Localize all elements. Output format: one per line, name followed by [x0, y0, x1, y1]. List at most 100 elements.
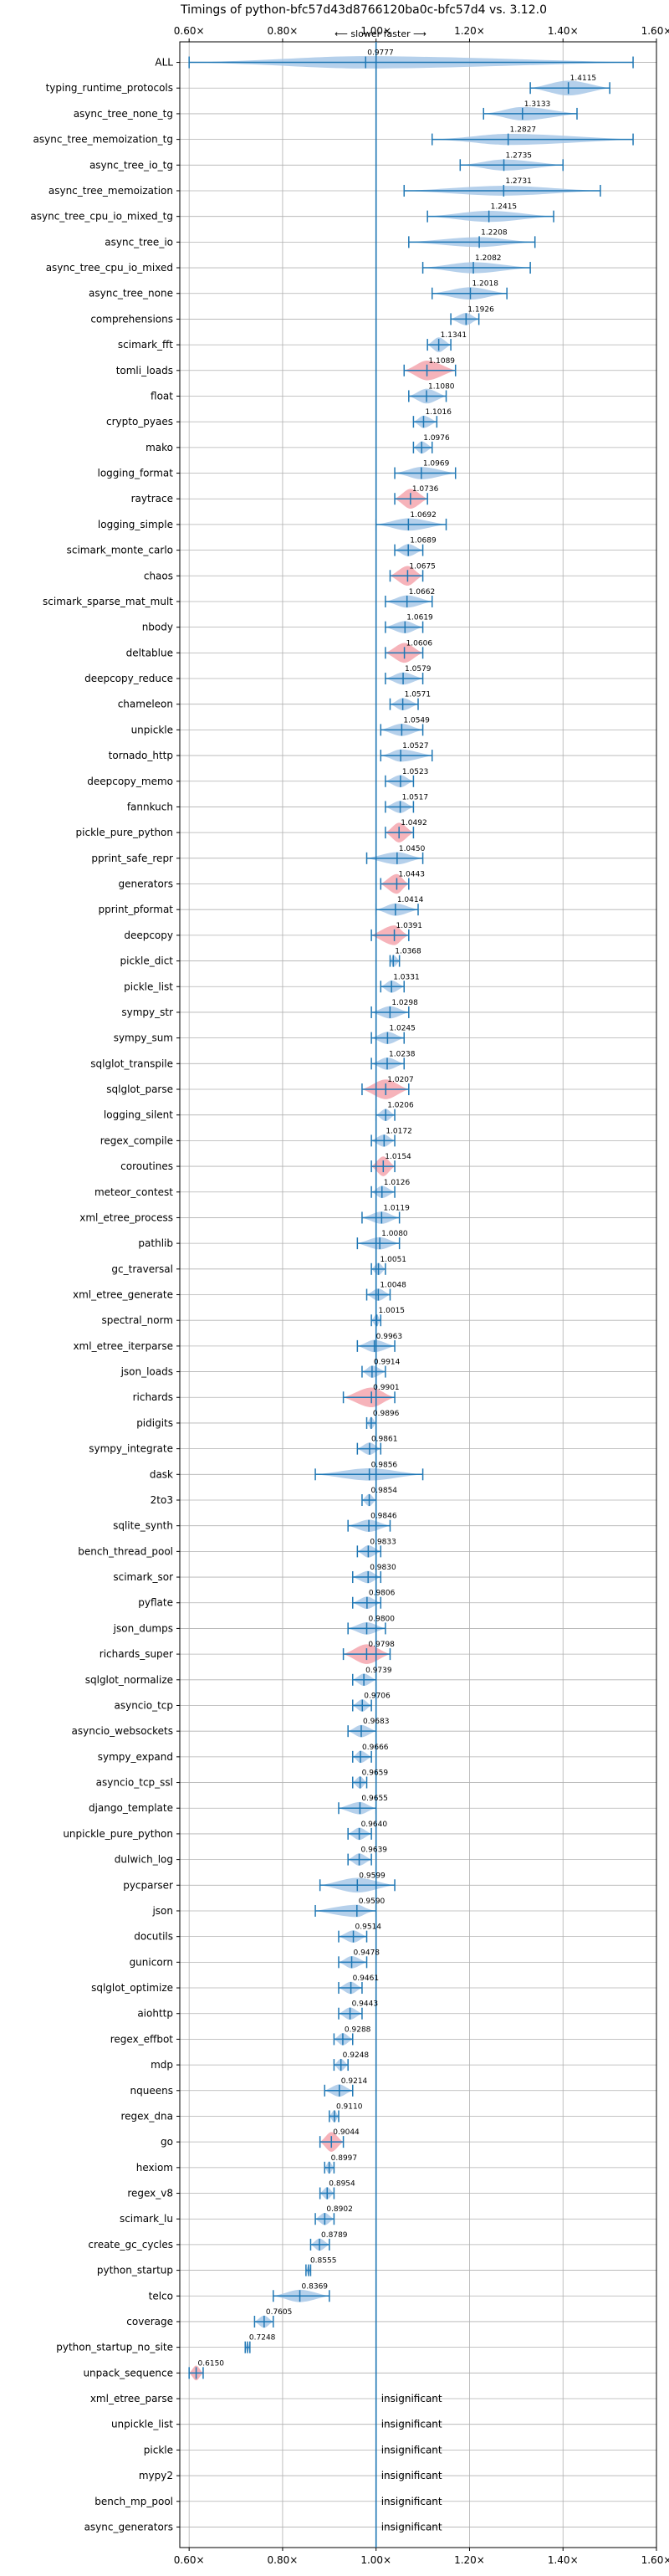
value-label: 0.7248	[249, 2334, 276, 2343]
benchmark-label: asyncio_websockets	[72, 1725, 173, 1737]
benchmark-label: regex_compile	[100, 1134, 173, 1146]
benchmark-label: scimark_sor	[113, 1571, 173, 1583]
value-label: 1.0048	[380, 1282, 406, 1290]
benchmark-label: asyncio_tcp	[114, 1699, 173, 1711]
benchmark-label: asyncio_tcp_ssl	[96, 1777, 173, 1789]
benchmark-label: async_tree_io_tg	[89, 159, 173, 171]
x-tick-label-top: 1.60×	[641, 25, 669, 37]
benchmark-label: pickle_list	[124, 981, 173, 992]
value-label: 0.9639	[361, 1846, 388, 1855]
value-label: 1.0443	[398, 871, 425, 879]
value-label: 0.9846	[370, 1513, 397, 1521]
benchmark-label: telco	[149, 2290, 173, 2302]
value-label: 1.0051	[380, 1256, 407, 1264]
benchmark-label: async_tree_memoization	[49, 185, 173, 197]
marks-layer	[188, 42, 634, 2548]
value-label: 1.0692	[410, 511, 437, 520]
value-label: 1.2208	[481, 228, 508, 237]
benchmark-label: coverage	[126, 2316, 173, 2328]
benchmark-label: tomli_loads	[116, 365, 173, 376]
value-label: 0.8555	[310, 2257, 337, 2266]
benchmark-label: async_tree_cpu_io_mixed	[46, 262, 173, 274]
value-label: 1.2827	[510, 126, 537, 135]
value-label: 0.9655	[361, 1795, 388, 1803]
benchmark-label: json	[151, 1905, 173, 1917]
benchmark-label: xml_etree_iterparse	[73, 1340, 173, 1352]
benchmark-label: async_tree_none_tg	[74, 108, 173, 120]
benchmark-label: mdp	[151, 2059, 173, 2071]
x-tick-label-bottom: 0.60×	[174, 2554, 205, 2566]
value-label: 1.0331	[393, 973, 420, 981]
value-label: 0.9833	[370, 1538, 396, 1546]
benchmark-label: richards	[133, 1391, 173, 1403]
x-tick-label-top: 1.20×	[454, 25, 485, 37]
value-label: 0.9640	[361, 1821, 388, 1829]
benchmark-label: deltablue	[126, 647, 173, 658]
benchmark-label: pickle	[144, 2444, 173, 2456]
value-label: 0.9288	[345, 2025, 371, 2034]
value-label: 0.9798	[368, 1641, 395, 1649]
value-label: 0.9110	[336, 2102, 363, 2111]
benchmark-label: crypto_pyaes	[106, 416, 173, 428]
value-label: 1.2735	[506, 151, 533, 160]
benchmark-label: fannkuch	[127, 801, 173, 812]
insignificant-label: insignificant	[381, 2444, 442, 2456]
value-label: 0.8997	[331, 2154, 358, 2163]
benchmark-label: mypy2	[139, 2470, 173, 2481]
value-label: 1.2731	[505, 177, 532, 186]
value-label: 1.4115	[570, 74, 597, 83]
value-label: 1.0207	[387, 1076, 414, 1084]
benchmark-label: gc_traversal	[111, 1263, 173, 1275]
benchmark-label: sympy_expand	[98, 1751, 173, 1763]
value-label: 1.0368	[395, 948, 421, 956]
benchmark-label: unpack_sequence	[83, 2367, 173, 2379]
value-label: 1.1926	[467, 305, 494, 314]
value-label: 1.1341	[441, 331, 467, 340]
value-label: 1.0172	[386, 1127, 412, 1135]
value-label: 0.8954	[329, 2180, 355, 2189]
value-label: 1.0080	[381, 1230, 408, 1238]
value-label: 0.8902	[326, 2205, 353, 2214]
benchmark-label: unpickle_list	[111, 2419, 173, 2430]
benchmark-label: tornado_http	[109, 750, 173, 761]
value-label: 0.9443	[352, 2000, 379, 2009]
grid-layer	[180, 42, 657, 2548]
value-label: 0.9666	[362, 1744, 389, 1752]
benchmark-label: async_tree_io	[105, 236, 173, 248]
value-label: 0.9214	[341, 2077, 368, 2086]
value-label: 0.9914	[374, 1359, 401, 1367]
benchmark-label: regex_effbot	[110, 2033, 174, 2045]
benchmark-label: xml_etree_generate	[73, 1289, 173, 1301]
value-label: 1.2415	[491, 203, 518, 212]
value-label: 0.9856	[371, 1461, 398, 1469]
value-label: 1.0736	[412, 485, 439, 494]
benchmark-label: python_startup	[97, 2265, 173, 2276]
benchmark-label: aiohttp	[137, 2008, 173, 2020]
benchmark-label: logging_format	[97, 468, 173, 479]
value-label: 0.9659	[362, 1769, 389, 1778]
benchmark-label: richards_super	[100, 1648, 173, 1660]
value-label: 0.8789	[321, 2231, 348, 2240]
value-label: 1.0527	[402, 742, 429, 750]
insignificant-label: insignificant	[381, 2393, 442, 2404]
value-label: 0.9830	[370, 1564, 396, 1572]
insignificant-label: insignificant	[381, 2496, 442, 2507]
benchmark-label: deepcopy	[124, 930, 173, 941]
benchmark-label: pyflate	[138, 1597, 173, 1609]
benchmark-label: unpickle_pure_python	[63, 1828, 173, 1840]
value-label: 0.9963	[376, 1333, 403, 1341]
value-label: 1.0245	[389, 1025, 416, 1033]
value-label: 1.0976	[423, 434, 450, 443]
value-label: 1.0154	[385, 1153, 411, 1161]
chart-title: Timings of python-bfc57d43d8766120ba0c-b…	[180, 3, 547, 17]
value-label: 1.2018	[472, 280, 498, 289]
value-label: 0.6150	[198, 2359, 225, 2368]
value-label: 1.1080	[428, 382, 455, 391]
insignificant-label: insignificant	[381, 2470, 442, 2481]
value-label: 1.0391	[396, 922, 423, 930]
value-label: 0.9248	[343, 2051, 370, 2060]
benchmark-label: regex_v8	[127, 2188, 173, 2200]
benchmark-label: nbody	[142, 622, 173, 633]
x-tick-label-bottom: 0.80×	[268, 2554, 299, 2566]
